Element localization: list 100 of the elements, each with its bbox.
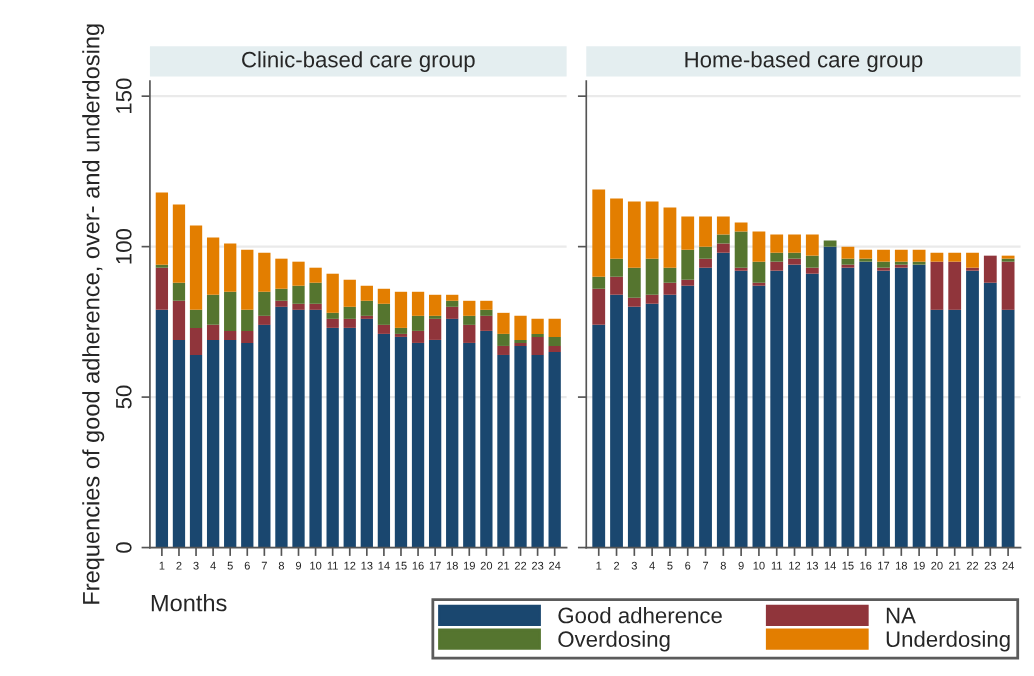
bar <box>309 282 322 304</box>
bar <box>948 252 962 262</box>
legend-label: Underdosing <box>886 630 1010 652</box>
bar <box>663 294 677 548</box>
bar <box>531 336 544 355</box>
bar <box>734 231 748 268</box>
bar <box>189 327 203 355</box>
bar <box>663 282 677 295</box>
bar <box>377 288 391 304</box>
bar <box>411 330 425 343</box>
bar <box>292 285 305 304</box>
bar <box>823 240 837 247</box>
bar <box>446 300 459 307</box>
bar <box>805 255 819 268</box>
legend-label: Overdosing <box>558 630 670 652</box>
bar <box>716 252 730 548</box>
bar <box>877 261 890 268</box>
bar <box>770 261 784 271</box>
bar <box>446 294 459 301</box>
legend-label: Good adherence <box>558 607 722 624</box>
bar <box>699 216 712 247</box>
bar <box>463 324 476 343</box>
bar <box>894 267 908 548</box>
y-tick-label: 50 <box>115 385 132 409</box>
bar <box>930 309 944 548</box>
bar <box>645 294 659 304</box>
bar <box>645 258 659 295</box>
bar <box>716 243 730 253</box>
bar <box>548 351 561 548</box>
bar <box>446 306 459 319</box>
bar <box>463 315 476 325</box>
bar <box>531 318 544 334</box>
bar <box>446 318 459 548</box>
bar <box>326 312 339 319</box>
bar <box>805 267 819 274</box>
bar <box>592 324 606 548</box>
bar <box>224 339 237 548</box>
bar <box>241 249 254 310</box>
bar <box>428 294 442 316</box>
bar <box>514 345 527 548</box>
bar <box>258 315 271 325</box>
bar <box>966 270 979 548</box>
legend-label: NA <box>886 607 916 624</box>
bar <box>592 288 606 325</box>
bar <box>224 291 237 331</box>
bar <box>823 246 837 548</box>
bar <box>627 267 641 298</box>
bar <box>663 267 677 283</box>
bar <box>770 234 784 253</box>
bar <box>610 258 623 277</box>
bar <box>155 267 169 310</box>
bar <box>716 234 730 244</box>
bar <box>788 252 801 259</box>
bar <box>805 234 819 256</box>
bar <box>241 342 254 548</box>
bar <box>189 354 203 548</box>
bar <box>610 276 623 295</box>
bar <box>627 306 641 548</box>
bar <box>326 318 339 328</box>
bar <box>411 315 425 331</box>
bar <box>548 345 561 352</box>
bar <box>788 234 801 253</box>
bar <box>172 300 186 340</box>
bar <box>948 309 962 548</box>
bar <box>172 339 186 548</box>
bar <box>610 294 623 548</box>
bar <box>841 246 855 259</box>
bar <box>497 333 510 346</box>
bar <box>394 291 408 328</box>
bar <box>224 330 237 340</box>
bar <box>394 336 408 548</box>
bar <box>497 354 510 548</box>
bar <box>734 270 748 548</box>
bar <box>788 258 801 265</box>
bar <box>480 300 493 310</box>
bar <box>514 315 527 340</box>
bar <box>770 252 784 262</box>
bar <box>206 237 220 295</box>
bar <box>377 333 391 548</box>
bar <box>805 273 819 548</box>
bar <box>343 306 356 319</box>
bar <box>480 330 493 548</box>
bar <box>411 291 425 316</box>
x-axis-title: Months <box>151 594 227 612</box>
bar <box>155 309 169 548</box>
bar <box>841 267 855 548</box>
bar <box>645 303 659 548</box>
bar <box>343 327 356 548</box>
bar <box>841 258 855 265</box>
bar <box>1001 261 1015 310</box>
bar <box>275 300 288 307</box>
bar <box>788 264 801 548</box>
bar <box>292 309 305 548</box>
bar <box>859 249 873 259</box>
bar <box>983 255 997 283</box>
bar <box>326 327 339 548</box>
y-tick-label: 100 <box>115 228 132 264</box>
bar <box>463 300 476 316</box>
bar <box>930 261 944 310</box>
bar <box>716 216 730 235</box>
